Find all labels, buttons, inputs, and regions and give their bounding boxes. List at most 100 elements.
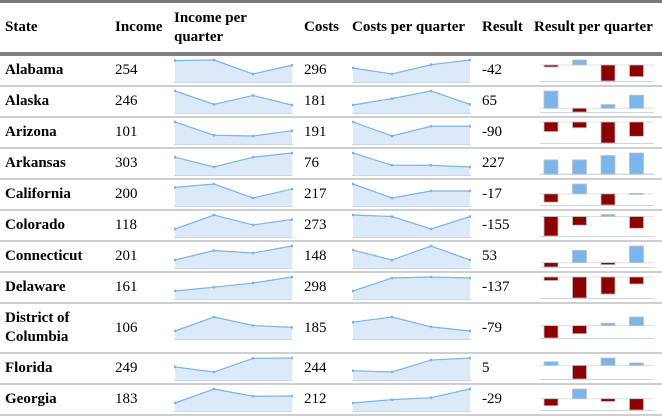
header-income-per-quarter[interactable]: Income per quarter xyxy=(169,1,299,56)
header-result-per-quarter[interactable]: Result per quarter xyxy=(529,1,662,56)
positive-bar xyxy=(543,90,559,109)
positive-bar xyxy=(629,362,644,366)
result-per-quarter-cell xyxy=(529,272,662,304)
negative-bar xyxy=(629,121,644,137)
state-cell: Connecticut xyxy=(0,241,110,273)
income-per-quarter-cell xyxy=(169,86,299,118)
costs-per-quarter-cell xyxy=(347,117,477,149)
result-cell: -42 xyxy=(477,54,529,87)
negative-bar xyxy=(600,121,616,143)
table-row: California 200 217 -17 xyxy=(0,179,662,211)
income-cell: 161 xyxy=(110,272,169,304)
positive-bar xyxy=(572,183,587,194)
sparkline-chart xyxy=(352,89,471,114)
result-cell: -17 xyxy=(477,179,529,211)
result-bar-chart xyxy=(540,183,654,206)
state-cell: Arkansas xyxy=(0,148,110,180)
result-per-quarter-cell xyxy=(529,303,662,354)
costs-per-quarter-cell xyxy=(347,272,477,304)
positive-bar xyxy=(600,103,616,109)
state-cell: Alabama xyxy=(0,54,110,87)
result-cell: 5 xyxy=(477,353,529,385)
negative-bar xyxy=(543,64,559,67)
table-body: Alabama 254 296 -42 Alaska 246 181 65 Arizona 101… xyxy=(0,54,662,416)
positive-bar xyxy=(543,360,559,366)
result-bar-chart xyxy=(540,316,654,339)
result-cell: 227 xyxy=(477,148,529,180)
negative-bar xyxy=(600,276,616,294)
sparkline-chart xyxy=(174,356,293,381)
income-per-quarter-cell xyxy=(169,303,299,354)
costs-cell: 181 xyxy=(299,86,347,118)
result-bar-chart xyxy=(540,213,654,237)
result-per-quarter-cell xyxy=(529,179,662,211)
income-cell: 254 xyxy=(110,54,169,87)
state-cell: Arizona xyxy=(0,117,110,149)
income-per-quarter-cell xyxy=(169,272,299,304)
table-row: Arizona 101 191 -90 xyxy=(0,117,662,149)
result-cell: -90 xyxy=(477,117,529,149)
negative-bar xyxy=(572,325,587,335)
costs-per-quarter-cell xyxy=(347,303,477,354)
costs-cell: 244 xyxy=(299,353,347,385)
sparkline-chart xyxy=(174,58,293,83)
result-cell: -137 xyxy=(477,272,529,304)
header-result[interactable]: Result xyxy=(477,1,529,56)
costs-cell: 185 xyxy=(299,303,347,354)
sparkline-chart xyxy=(352,151,471,176)
table-row: Arkansas 303 76 227 xyxy=(0,148,662,180)
income-cell: 246 xyxy=(110,86,169,118)
costs-cell: 191 xyxy=(299,117,347,149)
sparkline-chart xyxy=(352,120,471,145)
sparkline-chart xyxy=(174,315,293,340)
income-cell: 118 xyxy=(110,210,169,242)
negative-bar xyxy=(572,121,587,128)
result-per-quarter-cell xyxy=(529,241,662,273)
costs-per-quarter-cell xyxy=(347,210,477,242)
negative-bar xyxy=(600,192,616,205)
positive-bar xyxy=(572,158,587,174)
positive-bar xyxy=(600,357,616,366)
costs-cell: 217 xyxy=(299,179,347,211)
negative-bar xyxy=(543,121,559,132)
income-per-quarter-cell xyxy=(169,179,299,211)
state-cell: Florida xyxy=(0,353,110,385)
header-state[interactable]: State xyxy=(0,1,110,56)
negative-bar xyxy=(629,276,644,284)
sparkline-chart xyxy=(174,89,293,114)
state-cell: Alaska xyxy=(0,86,110,118)
costs-per-quarter-cell xyxy=(347,148,477,180)
table-row: Connecticut 201 148 53 xyxy=(0,241,662,273)
result-bar-chart xyxy=(540,357,654,380)
sparkline-chart xyxy=(352,275,471,300)
negative-bar xyxy=(543,192,559,203)
result-cell: 53 xyxy=(477,241,529,273)
negative-bar xyxy=(543,215,559,236)
income-cell: 106 xyxy=(110,303,169,354)
sparkline-chart xyxy=(174,244,293,269)
negative-bar xyxy=(543,397,559,406)
costs-cell: 76 xyxy=(299,148,347,180)
positive-bar xyxy=(543,158,559,174)
income-per-quarter-cell xyxy=(169,353,299,385)
header-costs[interactable]: Costs xyxy=(299,1,347,56)
negative-bar xyxy=(543,325,559,339)
sparkline-chart xyxy=(174,120,293,145)
negative-bar xyxy=(572,364,587,379)
table-row: Delaware 161 298 -137 xyxy=(0,272,662,304)
positive-bar xyxy=(629,316,644,327)
income-cell: 201 xyxy=(110,241,169,273)
result-per-quarter-cell xyxy=(529,86,662,118)
table-row: Alabama 254 296 -42 xyxy=(0,54,662,87)
state-cell: District of Columbia xyxy=(0,303,110,354)
table-row: Florida 249 244 5 xyxy=(0,353,662,385)
header-costs-per-quarter[interactable]: Costs per quarter xyxy=(347,1,477,56)
sparkline-chart xyxy=(352,182,471,207)
positive-bar xyxy=(572,388,587,399)
result-cell: -155 xyxy=(477,210,529,242)
result-per-quarter-cell xyxy=(529,54,662,87)
negative-bar xyxy=(543,261,559,267)
negative-bar xyxy=(572,276,587,298)
header-income[interactable]: Income xyxy=(110,1,169,56)
